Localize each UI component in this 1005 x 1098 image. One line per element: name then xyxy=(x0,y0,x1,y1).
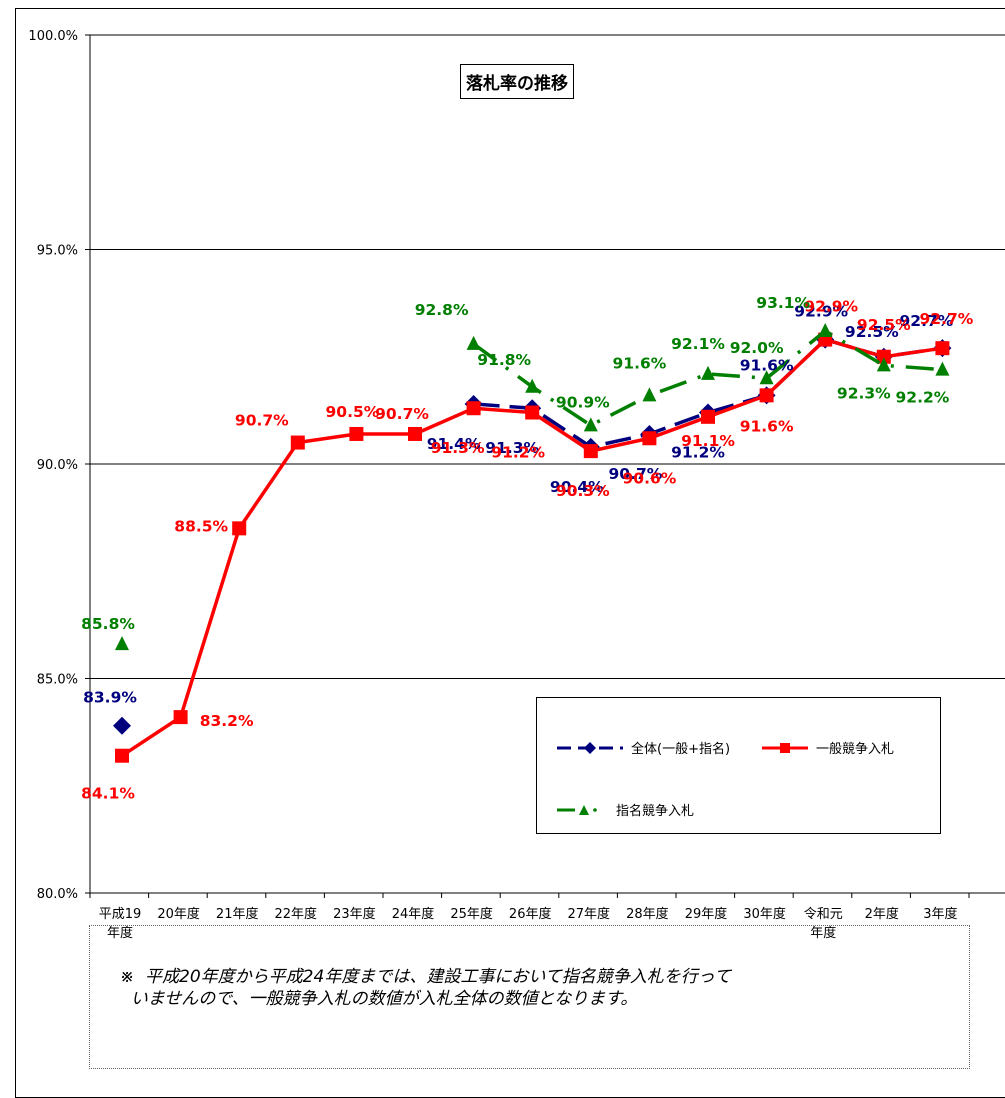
x-tick-label: 28年度 xyxy=(626,906,669,922)
y-tick-label: 85.0% xyxy=(37,673,78,688)
footnote-box: ※ 平成20年度から平成24年度までは、建設工事において指名競争入札を行って い… xyxy=(89,925,970,1069)
footnote-text: ※ 平成20年度から平成24年度までは、建設工事において指名競争入札を行って い… xyxy=(120,967,731,1009)
data-label: 90.4% xyxy=(550,478,604,496)
data-label: 92.9% xyxy=(794,303,848,321)
legend-item-nominated: 指名競争入札 xyxy=(555,800,694,819)
data-point-square xyxy=(115,748,129,763)
data-label: 91.2% xyxy=(671,444,725,462)
data-point-triangle xyxy=(115,636,129,651)
data-point-triangle xyxy=(876,357,891,372)
data-label: 92.8% xyxy=(415,301,469,319)
data-point-square xyxy=(408,426,422,441)
data-label: 92.1% xyxy=(671,335,725,353)
y-tick-label: 80.0% xyxy=(37,887,78,902)
y-tick-label: 90.0% xyxy=(37,458,78,473)
data-point-triangle xyxy=(583,417,598,432)
data-label: 91.1% xyxy=(681,432,735,450)
x-tick-label: 2年度 xyxy=(865,906,899,922)
legend-swatch-general xyxy=(762,742,808,753)
legend-item-general: 一般競争入札 xyxy=(760,738,894,757)
data-label: 91.3% xyxy=(431,439,485,457)
data-point-square xyxy=(173,710,188,725)
legend-label-all: 全体(一般+指名) xyxy=(631,742,731,757)
data-label: 83.2% xyxy=(200,712,254,730)
data-point-square xyxy=(349,426,364,441)
data-label: 84.1% xyxy=(81,785,135,803)
x-tick-label: 23年度 xyxy=(333,906,376,922)
x-tick-label: 21年度 xyxy=(216,906,259,922)
data-label: 92.7% xyxy=(920,310,974,328)
x-tick-label: 24年度 xyxy=(392,906,435,922)
data-label: 91.6% xyxy=(740,356,794,374)
data-point-square xyxy=(232,521,247,536)
data-point-square xyxy=(759,388,774,403)
data-label: 90.9% xyxy=(556,393,610,411)
data-point-square xyxy=(935,341,950,356)
x-tick-label: 20年度 xyxy=(157,906,200,922)
x-tick-label: 26年度 xyxy=(509,906,552,922)
data-point-triangle xyxy=(525,378,540,393)
data-point-square xyxy=(583,444,598,459)
data-point-square xyxy=(466,401,481,416)
y-tick-label: 95.0% xyxy=(37,244,78,259)
data-label: 85.8% xyxy=(81,615,135,633)
data-label: 91.3% xyxy=(485,439,539,457)
data-label: 93.1% xyxy=(756,294,810,312)
data-label: 92.2% xyxy=(896,389,950,407)
x-tick-label: 25年度 xyxy=(450,906,493,922)
chart-title: 落札率の推移 xyxy=(460,64,574,99)
data-label: 91.4% xyxy=(427,435,481,453)
data-label: 92.0% xyxy=(730,339,784,357)
data-point-triangle xyxy=(466,335,481,350)
y-tick-label: 100.0% xyxy=(28,29,78,44)
data-point-triangle xyxy=(759,370,774,385)
data-label: 90.6% xyxy=(623,469,677,487)
x-tick-label: 22年度 xyxy=(275,906,318,922)
data-point-triangle xyxy=(701,365,715,380)
data-point-triangle xyxy=(935,361,950,376)
data-label: 92.5% xyxy=(845,323,899,341)
data-label: 91.6% xyxy=(613,354,667,372)
data-label: 91.6% xyxy=(740,417,794,435)
data-label: 91.8% xyxy=(477,351,531,369)
data-label: 92.7% xyxy=(900,312,954,330)
legend-swatch-all xyxy=(557,741,623,754)
data-label: 92.9% xyxy=(804,298,858,316)
legend-item-all: 全体(一般+指名) xyxy=(555,738,730,757)
data-point-square xyxy=(876,349,891,364)
x-tick-label: 年度 xyxy=(107,925,133,941)
legend-swatch-nominated xyxy=(557,804,597,815)
data-label: 92.3% xyxy=(837,384,891,402)
legend-label-general: 一般競争入札 xyxy=(816,742,895,757)
x-tick-label: 27年度 xyxy=(568,906,611,922)
data-label: 90.7% xyxy=(375,405,429,423)
x-tick-label: 平成19 xyxy=(99,907,142,922)
x-tick-label: 令和元 xyxy=(804,907,843,922)
data-label: 90.3% xyxy=(556,482,610,500)
x-tick-label: 3年度 xyxy=(923,906,957,922)
data-point-square xyxy=(642,431,657,446)
x-tick-label: 30年度 xyxy=(743,906,786,922)
data-point-square xyxy=(525,405,540,420)
data-label: 92.5% xyxy=(857,316,911,334)
x-tick-label: 29年度 xyxy=(685,906,728,922)
data-label: 90.7% xyxy=(609,465,663,483)
data-point-triangle xyxy=(642,387,657,402)
data-point-diamond xyxy=(113,716,131,735)
data-point-square xyxy=(290,435,305,450)
data-point-square xyxy=(701,409,715,424)
x-tick-label: 年度 xyxy=(810,925,836,941)
legend-label-nominated: 指名競争入札 xyxy=(616,804,695,819)
data-point-triangle xyxy=(818,323,833,338)
data-label: 91.2% xyxy=(491,444,545,462)
data-label: 83.9% xyxy=(83,689,137,707)
series-line-2 xyxy=(472,328,943,428)
data-label: 90.5% xyxy=(326,403,380,421)
data-label: 88.5% xyxy=(174,517,228,535)
data-label: 90.7% xyxy=(235,412,289,430)
legend: 全体(一般+指名) 一般競争入札 指名競争入札 xyxy=(536,697,941,834)
